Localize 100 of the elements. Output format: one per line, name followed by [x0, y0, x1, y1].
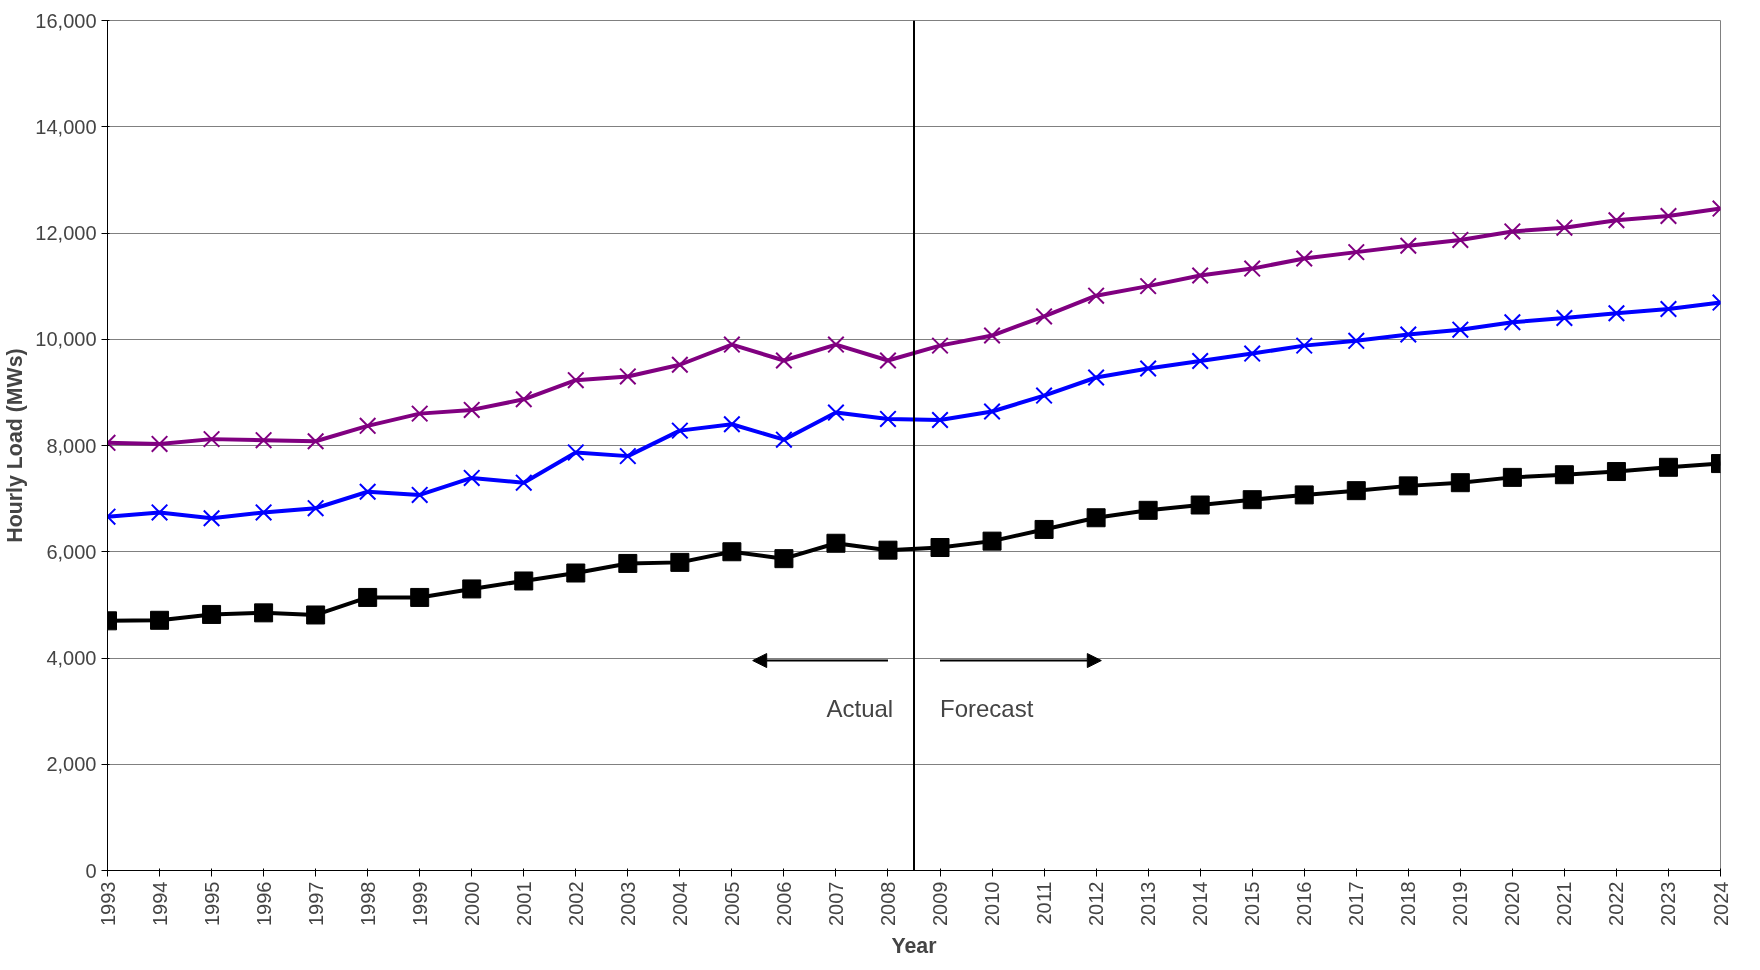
x-tick-label: 2000: [460, 881, 483, 926]
point: [462, 579, 482, 599]
point: [723, 415, 741, 434]
point: [1399, 325, 1418, 344]
x-tick-label: 1993: [96, 881, 119, 926]
x-tick-label: 1996: [252, 881, 275, 926]
point: [1503, 313, 1522, 332]
x-tick-label: 2014: [1189, 881, 1212, 926]
point: [878, 540, 898, 560]
point: [826, 533, 846, 553]
x-tick-label: 2007: [824, 881, 847, 926]
x-tick-label: 1998: [356, 881, 379, 926]
y-axis-title: Hourly Load (MWs): [3, 348, 28, 543]
point: [566, 563, 586, 583]
x-tick-label: 2017: [1345, 881, 1368, 926]
point: [1190, 495, 1210, 515]
annotation: Forecast: [940, 694, 1034, 722]
point: [514, 571, 534, 591]
point: [1606, 462, 1626, 482]
point: [1607, 211, 1626, 230]
x-tick-label: 1999: [408, 881, 431, 926]
point: [1346, 481, 1366, 501]
point: [1450, 473, 1470, 493]
point: [254, 431, 273, 449]
x-tick-label: 2005: [720, 881, 743, 926]
x-tick-label: 2011: [1033, 881, 1056, 925]
x-tick-label: 2006: [772, 881, 795, 926]
x-tick-label: 2002: [564, 881, 587, 926]
point: [410, 404, 429, 423]
point: [619, 447, 637, 465]
y-tick-label: 12,000: [35, 222, 97, 244]
point: [1087, 368, 1105, 387]
point: [1034, 519, 1054, 539]
point: [1451, 320, 1470, 339]
point: [1035, 386, 1053, 405]
point: [670, 552, 690, 572]
point: [1502, 467, 1522, 487]
point: [775, 351, 793, 370]
x-tick-label: 2012: [1085, 881, 1108, 926]
point: [722, 542, 742, 562]
x-tick-label: 2001: [512, 881, 535, 926]
point: [879, 351, 897, 370]
point: [1347, 243, 1366, 261]
point: [358, 482, 377, 501]
point: [1607, 304, 1626, 322]
point: [567, 371, 585, 389]
x-tick-label: 2021: [1553, 881, 1576, 926]
point: [827, 335, 845, 354]
x-tick-label: 2013: [1137, 881, 1160, 926]
annotation: Actual: [826, 694, 894, 722]
point: [306, 432, 325, 451]
x-tick-label: 2008: [876, 881, 899, 926]
x-tick-label: 2009: [929, 881, 952, 926]
x-tick-label: 2022: [1605, 881, 1628, 926]
point: [202, 604, 222, 624]
x-tick-label: 2024: [1709, 881, 1732, 926]
x-tick-label: 1997: [304, 881, 327, 926]
point: [150, 435, 169, 453]
x-tick-label: 2004: [668, 881, 691, 926]
point: [774, 549, 794, 569]
point: [306, 605, 326, 625]
point: [358, 587, 378, 607]
point: [931, 336, 949, 355]
point: [1295, 249, 1314, 268]
point: [1555, 218, 1574, 237]
point: [410, 486, 429, 504]
point: [1554, 465, 1574, 485]
point: [1243, 344, 1261, 363]
x-tick-label: 2018: [1397, 881, 1420, 926]
point: [775, 430, 793, 449]
point: [306, 499, 325, 517]
x-tick-label: 2020: [1501, 881, 1524, 926]
point: [1294, 485, 1314, 505]
point: [462, 401, 481, 419]
y-tick-label: 10,000: [35, 328, 97, 351]
point: [671, 355, 689, 374]
point: [1138, 500, 1158, 520]
y-tick-label: 2,000: [46, 753, 97, 776]
x-tick-label: 2010: [981, 881, 1004, 926]
x-tick-label: 2003: [616, 881, 639, 926]
point: [202, 430, 221, 448]
point: [1658, 457, 1678, 477]
point: [202, 509, 221, 528]
point: [1191, 352, 1209, 370]
point: [982, 531, 1002, 551]
point: [1555, 309, 1574, 327]
point: [1191, 266, 1209, 285]
x-tick-label: 1995: [200, 881, 223, 926]
point: [1242, 490, 1262, 510]
point: [1243, 259, 1261, 278]
point: [879, 410, 897, 428]
point: [1398, 476, 1418, 496]
x-tick-label: 1994: [148, 881, 171, 926]
y-tick-label: 0: [85, 859, 97, 882]
point: [150, 610, 170, 630]
point: [983, 326, 1001, 345]
point: [1347, 332, 1366, 350]
x-tick-label: 2015: [1241, 881, 1264, 926]
point: [618, 553, 638, 573]
point: [254, 603, 274, 623]
